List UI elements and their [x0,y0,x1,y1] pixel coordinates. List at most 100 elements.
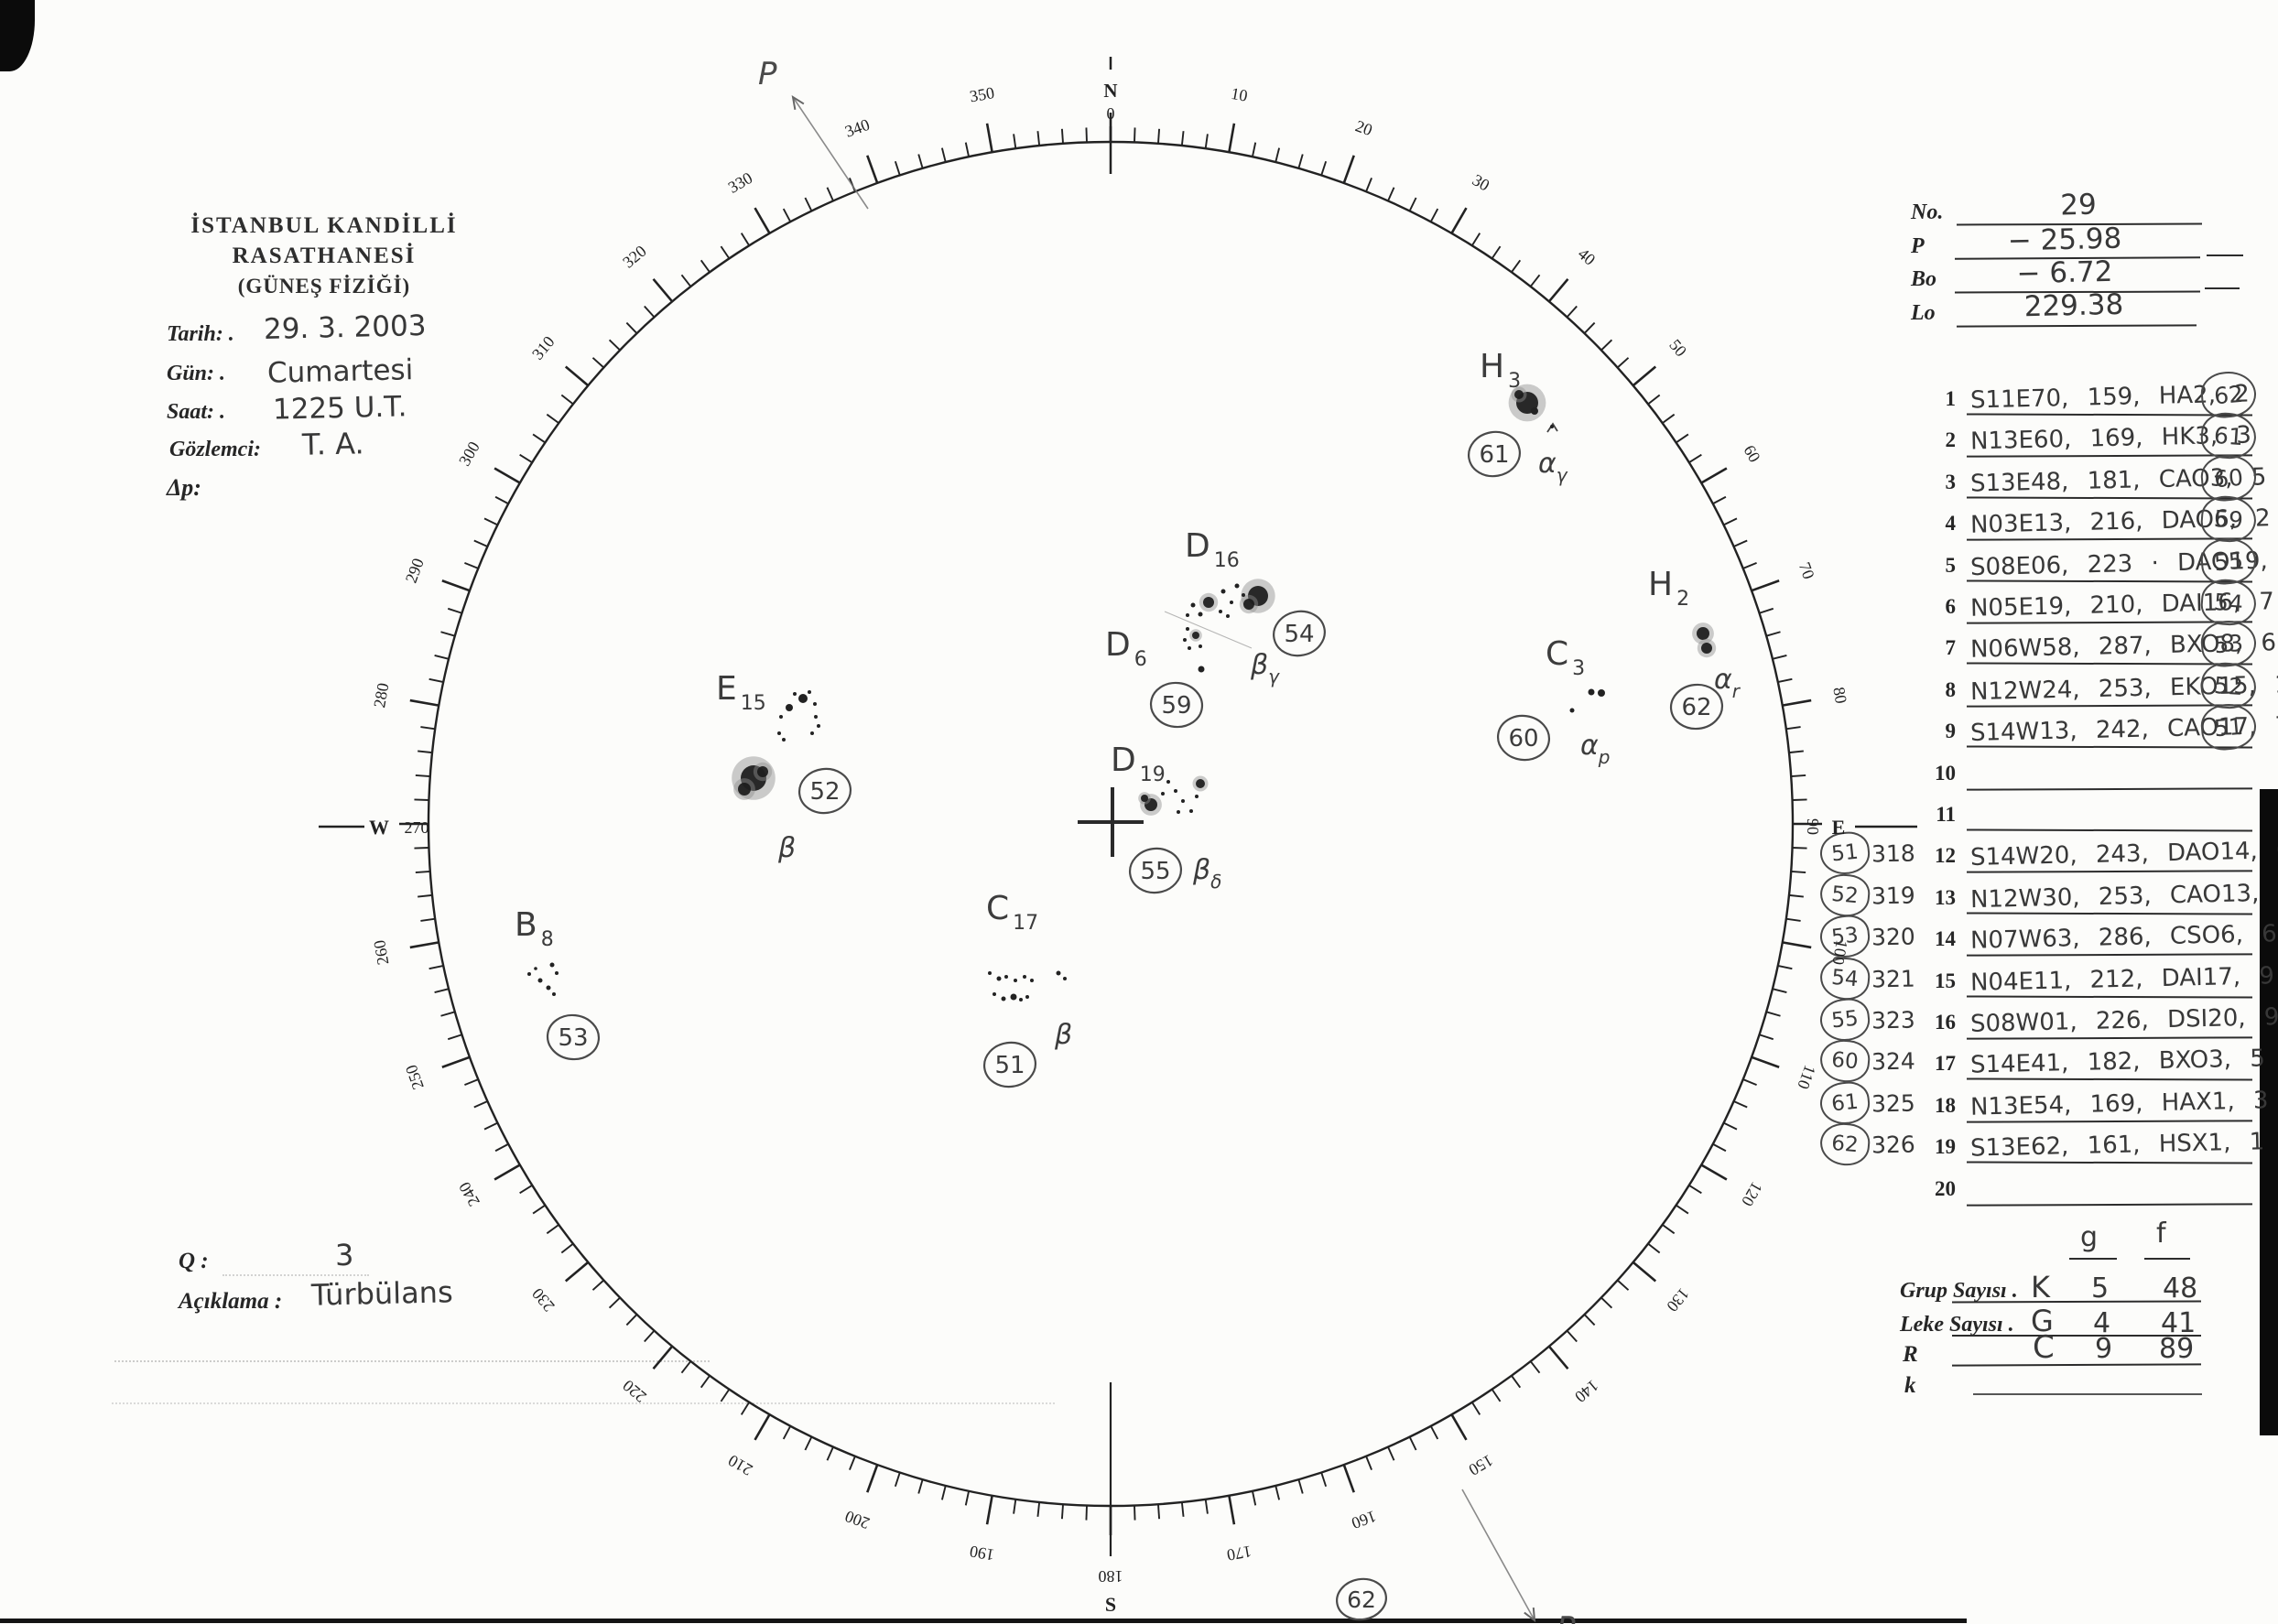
p-axis-arrow: P [758,56,869,210]
group-number-circle [546,1013,601,1061]
counts-row-label: R [1903,1342,1918,1367]
svg-text:300: 300 [455,438,483,469]
svg-text:290: 290 [402,556,428,585]
sunspot-group-e15: E 15 52 β [716,670,852,864]
sunspot-group-h3: H 3 61 αγ [1468,348,1568,486]
svg-text:260: 260 [370,938,392,966]
observer-label: Gözlemci: [169,438,261,461]
group-number: 52 [809,778,840,806]
counts-col-f: f [2156,1218,2166,1250]
group-label: D 16 [1185,527,1240,572]
row-number: 2 [1945,428,1957,452]
ephemeris-label: P [1911,234,1925,258]
svg-text:240: 240 [455,1179,483,1209]
sunspot-group-d19: D 19 55 βδ [1111,742,1221,894]
ephemeris-label: Bo [1911,267,1937,291]
svg-text:210: 210 [725,1451,755,1479]
svg-text:310: 310 [528,332,559,363]
q-dotted-line [222,1274,369,1276]
counts-letter: K [2031,1270,2050,1305]
svg-text:100: 100 [1829,938,1851,966]
group-number: 53 [558,1024,588,1052]
counts-row-label: Leke Sayısı . [1900,1313,2014,1337]
svg-text:160: 160 [1350,1507,1379,1532]
sunspot-group-b8: B 8 53 [515,906,601,1061]
sunspot-group-c17: C 17 51 β [982,890,1072,1088]
delta-p-label: Δp: [167,474,201,501]
small-pointer-mark [1546,422,1558,433]
row-number: 3 [1945,470,1957,493]
magnetic-class-annotation: βγ [1250,649,1280,687]
cardinal-north: N [1103,80,1117,102]
group-number: 54 [1284,621,1314,648]
row-number: 1 [1945,387,1957,410]
scan-edge-strip [2260,789,2278,1435]
degree-label-180: 180 [1099,1567,1123,1586]
p-axis-label: P [1557,1610,1576,1624]
cardinal-east: E [1832,816,1846,839]
svg-text:50: 50 [1665,336,1690,361]
observatory-title: İSTANBUL KANDİLLİ RASATHANESİ (GÜNEŞ FİZ… [154,211,494,301]
svg-text:40: 40 [1575,244,1600,269]
stray-pencil-line [1164,611,1253,649]
magnetic-class-annotation: β [1054,1019,1072,1051]
observatory-title-line2: (GÜNEŞ FİZİĞİ) [237,275,411,298]
ephemeris-line-extra [2205,287,2240,289]
group-number-circle [1128,847,1183,894]
magnetic-class-annotation: αr [1714,664,1741,702]
degree-label-90: 90 [1804,818,1822,835]
row-number: 12 [1935,844,1956,868]
counts-letter: G [2031,1304,2054,1338]
group-number-circle [1273,610,1326,657]
row-number: 18 [1935,1093,1956,1117]
cardinal-west: W [369,816,389,839]
scan-bottom-line [0,1619,1967,1623]
counts-g-value: 9 [2095,1333,2113,1365]
group-label: D 19 [1111,742,1166,786]
counts-row-line [1973,1393,2202,1395]
row-number: 5 [1945,553,1957,577]
svg-text:130: 130 [1663,1284,1693,1315]
time-label: Saat: . [167,400,226,424]
day-label: Gün: . [167,362,226,385]
counts-f-value: 48 [2163,1272,2198,1305]
note-label: Açıklama : [179,1289,283,1314]
counts-row-label: Grup Sayısı . [1900,1279,2018,1303]
group-number: 60 [1508,725,1538,752]
svg-text:30: 30 [1470,170,1493,194]
counts-col-g: g [2080,1221,2099,1253]
group-number-circle [1496,714,1551,762]
group-number: 59 [1161,692,1191,720]
counts-g-value: 4 [2093,1307,2111,1339]
row-number: 9 [1945,720,1957,743]
svg-text:190: 190 [968,1543,995,1564]
magnetic-class-annotation: β [777,832,796,864]
counts-g-value: 5 [2091,1272,2110,1305]
counts-col-f-line [2144,1258,2190,1260]
row-number: 4 [1945,512,1957,536]
svg-text:80: 80 [1829,686,1850,705]
counts-f-value: 41 [2161,1307,2197,1339]
svg-text:250: 250 [402,1063,428,1092]
row-number: 17 [1935,1052,1956,1076]
svg-text:150: 150 [1466,1451,1496,1479]
row-number: 8 [1945,677,1957,701]
group-number-circle [1669,683,1724,731]
counts-col-g-line [2069,1258,2117,1260]
row-number: 20 [1935,1176,1956,1200]
ephemeris-label: Lo [1911,301,1936,325]
group-label: E 15 [716,670,766,715]
cardinal-south: S [1105,1593,1116,1616]
svg-text:320: 320 [619,242,650,272]
svg-text:340: 340 [842,115,872,141]
group-number: 62 [1681,694,1711,721]
svg-text:62: 62 [1347,1586,1376,1613]
svg-text:140: 140 [1571,1376,1602,1406]
svg-text:110: 110 [1794,1063,1819,1092]
svg-text:20: 20 [1353,116,1375,139]
observatory-title-line1: İSTANBUL KANDİLLİ RASATHANESİ [190,213,458,268]
magnetic-class-annotation: αp [1580,730,1610,768]
